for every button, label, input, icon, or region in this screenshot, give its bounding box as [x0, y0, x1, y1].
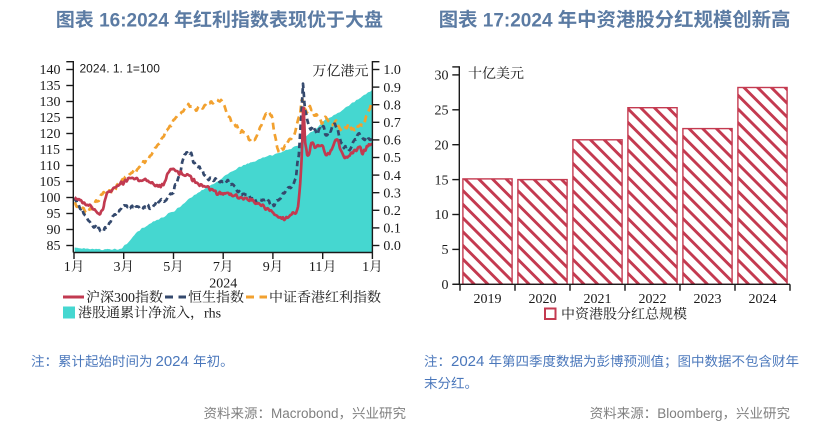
svg-text:120: 120	[40, 127, 61, 142]
svg-text:2023: 2023	[694, 292, 722, 307]
svg-text:85: 85	[47, 239, 61, 254]
svg-text:2024: 2024	[209, 277, 237, 292]
svg-text:Macrobond: Macrobond	[271, 406, 339, 421]
svg-text:0.7: 0.7	[383, 116, 401, 131]
svg-text:2022: 2022	[639, 292, 667, 307]
svg-text:130: 130	[40, 95, 61, 110]
svg-text:0.6: 0.6	[383, 134, 401, 149]
svg-text:25: 25	[435, 104, 449, 119]
svg-text:140: 140	[40, 63, 61, 78]
svg-text:110: 110	[40, 159, 60, 174]
svg-text:100: 100	[40, 191, 61, 206]
svg-text:1: 1	[64, 260, 71, 275]
svg-text:5: 5	[442, 243, 449, 258]
svg-text:95: 95	[47, 207, 61, 222]
svg-text:0.2: 0.2	[383, 204, 401, 219]
svg-text:0.4: 0.4	[383, 169, 401, 184]
svg-text:125: 125	[40, 111, 61, 126]
svg-text:1: 1	[362, 260, 369, 275]
svg-text:2019: 2019	[474, 292, 502, 307]
svg-text:17:2024: 17:2024	[478, 10, 558, 31]
svg-text:300: 300	[114, 291, 135, 306]
svg-text:15: 15	[435, 173, 449, 188]
svg-text:9: 9	[263, 260, 270, 275]
svg-text:0.1: 0.1	[383, 222, 401, 237]
svg-text:20: 20	[435, 138, 449, 153]
svg-text:5: 5	[163, 260, 170, 275]
svg-text:0.9: 0.9	[383, 81, 401, 96]
svg-text:2021: 2021	[584, 292, 612, 307]
svg-text:2024. 1. 1=100: 2024. 1. 1=100	[80, 62, 161, 76]
svg-text:0.3: 0.3	[383, 186, 401, 201]
svg-text:105: 105	[40, 175, 61, 190]
svg-text:135: 135	[40, 79, 61, 94]
svg-text:16:2024: 16:2024	[94, 10, 174, 31]
svg-text:1.0: 1.0	[383, 63, 401, 78]
svg-text:30: 30	[435, 69, 449, 84]
svg-text:3: 3	[114, 260, 121, 275]
svg-text:90: 90	[47, 223, 61, 238]
svg-text:0.8: 0.8	[383, 98, 401, 113]
svg-text:7: 7	[213, 260, 220, 275]
svg-text:rhs: rhs	[204, 306, 221, 321]
svg-text:0.5: 0.5	[383, 151, 401, 166]
svg-text:0.0: 0.0	[383, 239, 401, 254]
svg-text:10: 10	[435, 208, 449, 223]
svg-text:2020: 2020	[529, 292, 557, 307]
svg-text:115: 115	[40, 143, 60, 158]
svg-text:0: 0	[442, 278, 449, 293]
svg-text:2024: 2024	[156, 353, 194, 370]
svg-text:11: 11	[309, 260, 322, 275]
svg-text:Bloomberg: Bloomberg	[657, 406, 722, 421]
svg-text:2024: 2024	[451, 353, 489, 370]
svg-text:2024: 2024	[749, 292, 777, 307]
